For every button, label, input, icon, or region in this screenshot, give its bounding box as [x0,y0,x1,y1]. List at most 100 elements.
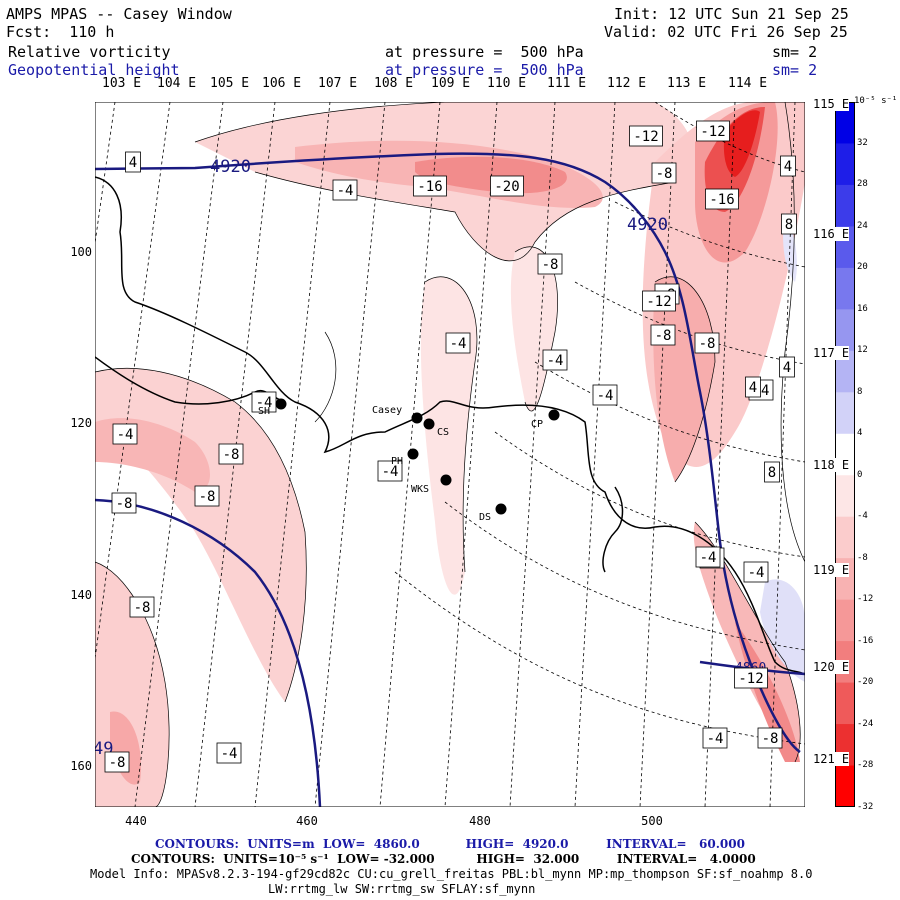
station-label: DS [479,512,491,523]
vorticity-contour-label: -8 [104,751,130,773]
y-label: 160 [70,759,92,773]
colorbar-tick-label: 12 [857,345,868,356]
colorbar-tick-label: 0 [857,469,863,480]
svg-text:-8: -8 [116,496,133,512]
meridian-lines [95,102,796,807]
right-lon-label: 120 E [813,660,850,674]
svg-text:-8: -8 [223,447,240,463]
colorbar-swatch [835,599,855,642]
svg-text:-4: -4 [707,731,724,747]
colorbar-swatch [835,682,855,725]
right-lon-label: 115 E [813,97,850,111]
station-dot [495,503,507,515]
svg-text:-12: -12 [738,671,763,687]
vorticity-map: 4920 4920 4860 49 4-4-16-20-12-12-8-168-… [95,102,805,807]
field2-smoothing: sm= 2 [772,61,818,79]
vorticity-labels: 4 -4 -16 -20 -12 -12 -8 -16 8 -8 -8 -12 -8 -8 -4 -4 -4 -4… [104,120,797,773]
vorticity-contour-label: 4 [780,155,796,177]
right-lon-label: 119 E [813,563,850,577]
svg-text:-20: -20 [494,179,519,195]
svg-text:-16: -16 [417,179,442,195]
svg-text:-4: -4 [748,565,765,581]
colorbar-swatch [835,475,855,518]
field1-level: at pressure = 500 hPa [385,43,584,61]
vorticity-contour-label: -8 [651,162,677,184]
station-dot [407,448,419,460]
colorbar-units: 10⁻⁵ s⁻¹ [854,96,898,106]
vorticity-contour-label: -4 [332,179,358,201]
y-label: 100 [70,245,92,259]
svg-text:-4: -4 [337,183,354,199]
vorticity-contour-label: -16 [413,175,447,197]
svg-text:-4: -4 [450,336,467,352]
colorbar-tick-label: 32 [857,138,868,148]
lon-label: 110 E [487,76,527,91]
svg-text:-4: -4 [597,388,614,404]
vorticity-contour-label: -12 [734,667,768,689]
right-lon-label: 117 E [813,346,850,360]
vorticity-contour-label: -4 [695,546,721,568]
svg-text:-12: -12 [646,294,671,310]
x-label: 440 [125,814,147,828]
colorbar-swatch [835,516,855,559]
vorticity-contour-label: -4 [377,460,403,482]
station-dot [411,412,423,424]
lon-label: 104 E [157,76,197,91]
lon-label: 107 E [318,76,358,91]
vorticity-contour-label: -16 [705,188,739,210]
lon-label: 105 E [210,76,250,91]
right-lon-label: 121 E [813,752,850,766]
valid-time: Valid: 02 UTC Fri 26 Sep 25 [604,23,848,41]
station-label: CS [437,427,449,438]
svg-text:-4: -4 [256,395,273,411]
lon-label: 106 E [262,76,302,91]
station-dot [275,398,287,410]
vorticity-contour-label: 4 [745,376,761,398]
colorbar-swatch [835,102,855,144]
vorticity-contour-label: -4 [542,349,568,371]
colorbar-swatch [835,309,855,352]
vorticity-contour-label: -4 [251,391,277,413]
station-markers: SH Casey CS PH WKS DS CP [258,398,560,523]
svg-text:-8: -8 [542,257,559,273]
svg-text:4: 4 [129,155,137,171]
svg-text:-4: -4 [700,550,717,566]
vorticity-contour-label: -8 [757,727,783,749]
colorbar-swatch [835,267,855,310]
svg-text:-8: -8 [134,600,151,616]
station-label: SH [258,406,270,417]
map-title: AMPS MPAS -- Casey Window [6,5,232,23]
field1-smoothing: sm= 2 [772,43,818,61]
vorticity-contour-label: -4 [112,423,138,445]
model-info-line2: LW:rrtmg_lw SW:rrtmg_sw SFLAY:sf_mynn [268,882,536,896]
colorbar-tick-label: -24 [857,718,874,729]
lon-label: 113 E [667,76,707,91]
svg-text:-8: -8 [655,328,672,344]
colorbar-tick-label: -28 [857,760,874,771]
lon-label: 108 E [374,76,414,91]
station-label: CP [531,419,543,430]
colorbar-tick-label: 20 [857,262,868,273]
colorbar-tick-label: -8 [857,552,868,563]
y-label: 140 [70,588,92,602]
lon-label: 114 E [728,76,768,91]
colorbar-tick-label: -20 [857,677,874,688]
footer-height-contours: CONTOURS: UNITS=m LOW= 4860.0 HIGH= 4920… [155,837,745,851]
vorticity-contour-label: -8 [694,332,720,354]
vorticity-contour-label: -20 [490,175,524,197]
svg-text:-16: -16 [709,192,734,208]
colorbar-swatch [835,184,855,227]
lon-label: 103 E [102,76,142,91]
x-label: 480 [469,814,491,828]
vorticity-contour-label: -4 [743,561,769,583]
colorbar-tick-label: -12 [857,594,874,605]
init-time: Init: 12 UTC Sun 21 Sep 25 [614,5,849,23]
height-label: 4920 [210,157,251,177]
colorbar-swatch [835,143,855,186]
vorticity-contour-label: -4 [445,332,471,354]
station-label: WKS [411,484,429,495]
svg-text:-4: -4 [382,464,399,480]
field2-name: Geopotential height [8,61,180,79]
colorbar-tick-label: 28 [857,179,868,190]
svg-text:4: 4 [749,380,757,396]
